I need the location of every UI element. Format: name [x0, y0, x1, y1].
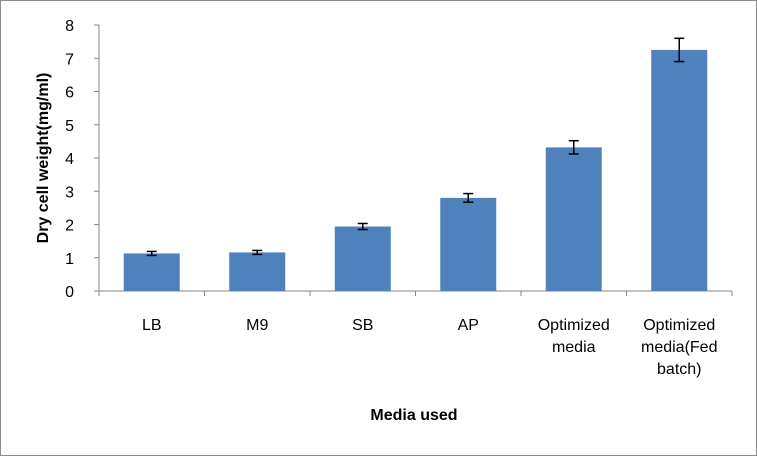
x-tick-label: Optimized media	[538, 317, 610, 356]
x-tick-label: LB	[142, 317, 162, 334]
x-tick-label-line: LB	[142, 317, 162, 334]
x-tick-label-line: media	[552, 339, 596, 356]
x-tick-label-line: batch)	[657, 361, 701, 378]
bar	[651, 49, 708, 291]
bar	[334, 226, 391, 291]
error-bars	[146, 37, 685, 257]
y-tick-label: 6	[65, 85, 74, 102]
x-tick-label: M9	[246, 317, 268, 334]
bar	[123, 253, 180, 291]
y-tick-label: 0	[65, 284, 74, 301]
y-tick-label: 7	[65, 51, 74, 68]
bar	[545, 147, 602, 291]
y-tick-label: 1	[65, 251, 74, 268]
x-tick-label: AP	[458, 317, 479, 334]
bar	[229, 252, 286, 291]
y-tick-label: 4	[65, 151, 74, 168]
x-tick-label-line: Optimized	[643, 317, 715, 334]
x-tick-label: SB	[352, 317, 373, 334]
x-tick-label-line: AP	[458, 317, 479, 334]
y-tick-label: 3	[65, 184, 74, 201]
x-axis: LB M9 SB AP Optimized media Optimized media(Fed…	[98, 290, 733, 378]
x-tick-label: Optimized media(Fed batch)	[641, 317, 717, 378]
x-tick-label-line: M9	[246, 317, 268, 334]
y-axis: 0 1 2 3 4 5 6 7 8	[65, 18, 100, 301]
y-tick-label: 5	[65, 118, 74, 135]
y-tick-label: 2	[65, 218, 74, 235]
x-tick-label-line: media(Fed	[641, 339, 717, 356]
x-tick-label-line: Optimized	[538, 317, 610, 334]
bar	[440, 197, 497, 291]
x-tick-label-line: SB	[352, 317, 373, 334]
y-tick-label: 8	[65, 18, 74, 35]
y-axis-title: Dry cell weight(mg/ml)	[35, 73, 52, 244]
x-axis-title: Media used	[370, 407, 457, 424]
bars	[123, 49, 708, 291]
